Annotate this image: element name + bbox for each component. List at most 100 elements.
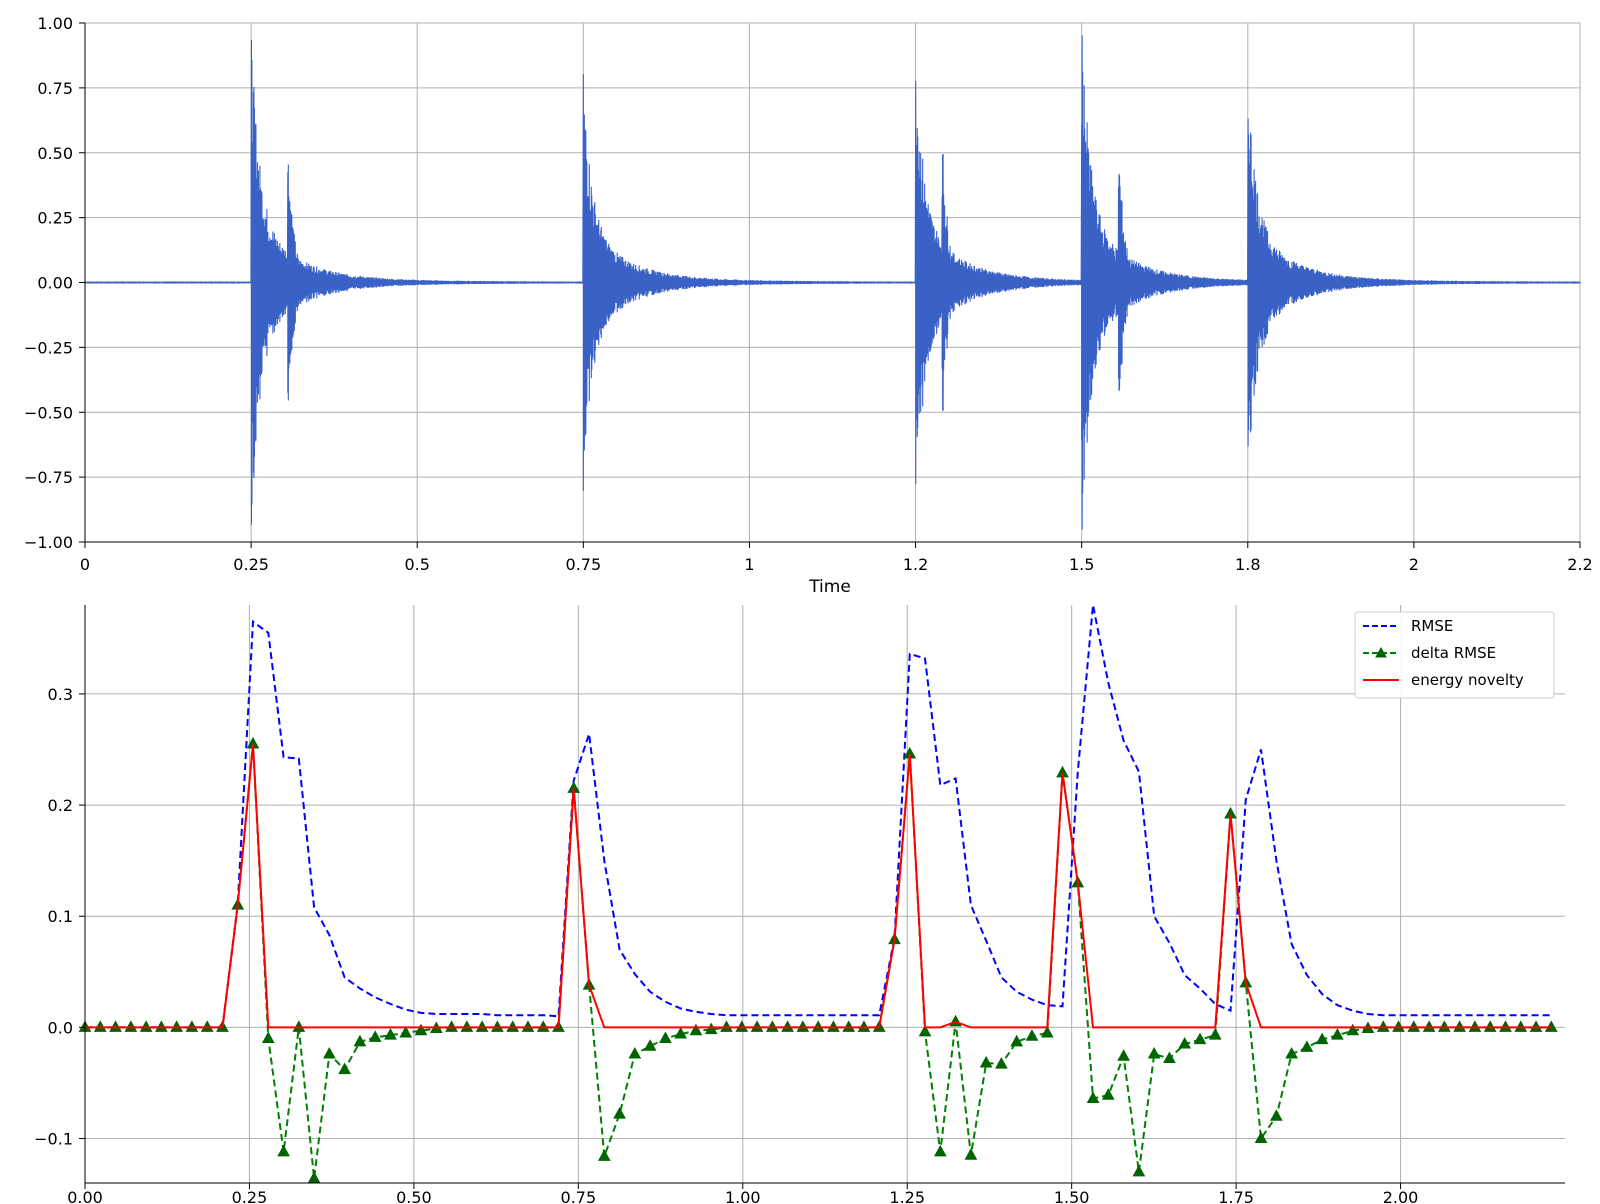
novelty-y-tick-label: −0.1: [34, 1130, 73, 1149]
delta-rmse-point: [1270, 1109, 1283, 1121]
waveform-axes: 0 0.25 0.5 0.75 1 1.2 1.5 1.8 2 2.2 −1.00 −0.75 −0.5…: [24, 14, 1593, 574]
delta-rmse-point: [1453, 1020, 1466, 1032]
delta-rmse-point: [109, 1020, 122, 1032]
novelty-y-tick-label: 0.3: [48, 685, 73, 704]
delta-rmse-point: [170, 1020, 183, 1032]
delta-rmse-point: [1499, 1020, 1512, 1032]
delta-rmse-point: [1163, 1051, 1176, 1064]
delta-rmse-point: [613, 1107, 626, 1119]
delta-rmse-point: [811, 1020, 825, 1032]
novelty-x-tick-label: 0.25: [232, 1188, 268, 1204]
legend-delta-rmse-marker: [1375, 646, 1387, 658]
novelty-marks: [78, 604, 1558, 1184]
waveform-plot: 0 0.25 0.5 0.75 1 1.2 1.5 1.8 2 2.2 −1.00 −0.75 −0.5…: [24, 14, 1593, 597]
novelty-axes: 0.00 0.25 0.50 0.75 1.00 1.25 1.50 1.75 2.00 −0.1…: [34, 605, 1565, 1204]
waveform-y-tick-label: 0.75: [37, 79, 73, 98]
novelty-y-tick-label: 0.0: [48, 1018, 73, 1037]
delta-rmse-point: [475, 1020, 489, 1032]
delta-rmse-point: [323, 1047, 336, 1059]
delta-rmse-point: [1101, 1088, 1115, 1100]
delta-rmse-point: [842, 1020, 856, 1032]
delta-rmse-point: [185, 1020, 199, 1032]
waveform-y-tick-label: −0.25: [24, 338, 73, 357]
delta-rmse-point: [1300, 1040, 1314, 1052]
delta-rmse-point: [414, 1023, 428, 1036]
delta-rmse-point: [1529, 1020, 1543, 1032]
waveform-x-tick-label: 0.25: [233, 555, 269, 574]
delta-rmse-point: [597, 1149, 611, 1161]
novelty-x-tick-label: 1.75: [1218, 1188, 1254, 1204]
delta-rmse-point: [292, 1020, 306, 1032]
delta-rmse-point: [521, 1020, 535, 1032]
delta-rmse-point: [1392, 1020, 1405, 1032]
waveform-y-tick-label: 0.50: [37, 144, 73, 163]
novelty-x-tick-label: 0.75: [561, 1188, 597, 1204]
delta-rmse-point: [720, 1020, 733, 1032]
delta-rmse-point: [384, 1028, 397, 1040]
waveform-x-tick-label: 0.5: [404, 555, 429, 574]
waveform-y-tick-label: −1.00: [24, 533, 73, 552]
waveform-x-tick-label: 0: [80, 555, 90, 574]
delta-rmse-point: [995, 1057, 1008, 1069]
delta-rmse-point: [1132, 1164, 1146, 1177]
legend-box: [1354, 611, 1555, 699]
novelty-x-tick-label: 1.50: [1054, 1188, 1090, 1204]
novelty-x-tick-label: 1.25: [889, 1188, 925, 1204]
delta-rmse-point: [368, 1030, 382, 1042]
delta-rmse-line: [85, 743, 1552, 1179]
delta-rmse-point: [1544, 1020, 1558, 1032]
delta-rmse-point: [689, 1023, 703, 1036]
novelty-plot: 0.00 0.25 0.50 0.75 1.00 1.25 1.50 1.75 2.00 −0.1…: [34, 604, 1565, 1204]
delta-rmse-point: [460, 1020, 474, 1032]
delta-rmse-point: [918, 1024, 932, 1037]
waveform-y-tick-label: −0.75: [24, 468, 73, 487]
delta-rmse-point: [964, 1148, 978, 1160]
delta-rmse-point: [139, 1020, 153, 1032]
delta-rmse-point: [1117, 1049, 1130, 1061]
delta-rmse-point: [796, 1020, 810, 1032]
delta-rmse-point: [200, 1020, 214, 1032]
waveform-x-tick-label: 1.2: [903, 555, 928, 574]
waveform-y-tick-label: −0.50: [24, 403, 73, 422]
waveform-marks: [84, 35, 1581, 530]
delta-rmse-point: [979, 1055, 993, 1068]
delta-rmse-point: [1010, 1034, 1024, 1047]
delta-rmse-point: [93, 1020, 107, 1032]
legend-delta-rmse-label: delta RMSE: [1411, 644, 1496, 662]
waveform-x-tick-label: 1: [744, 555, 754, 574]
delta-rmse-point: [1285, 1047, 1298, 1059]
delta-rmse-point: [765, 1020, 779, 1032]
novelty-x-tick-label: 0.50: [396, 1188, 432, 1204]
delta-rmse-point: [781, 1020, 794, 1032]
waveform-x-tick-label: 2: [1409, 555, 1419, 574]
delta-rmse-point: [155, 1020, 168, 1032]
waveform-y-tick-label: 0.00: [37, 274, 73, 293]
delta-rmse-point: [353, 1034, 367, 1047]
delta-rmse-point: [735, 1020, 749, 1032]
delta-rmse-point: [1147, 1047, 1161, 1059]
delta-rmse-point: [1422, 1020, 1436, 1032]
novelty-grid: [84, 605, 1565, 1183]
delta-rmse-point: [1376, 1020, 1390, 1032]
delta-rmse-point: [445, 1020, 458, 1032]
delta-rmse-point: [307, 1171, 321, 1184]
delta-rmse-point: [277, 1144, 290, 1157]
delta-rmse-point: [1346, 1023, 1360, 1036]
novelty-y-tick-label: 0.1: [48, 907, 73, 926]
delta-rmse-point: [827, 1020, 840, 1032]
delta-rmse-point: [1438, 1020, 1451, 1032]
novelty-y-tick-label: 0.2: [48, 796, 73, 815]
legend-rmse-label: RMSE: [1411, 617, 1453, 635]
delta-rmse-point: [933, 1144, 947, 1157]
delta-rmse-point: [1514, 1020, 1528, 1032]
waveform-x-tick-label: 1.5: [1069, 555, 1094, 574]
delta-rmse-point: [857, 1020, 871, 1032]
delta-rmse-point: [491, 1020, 504, 1032]
delta-rmse-point: [1254, 1131, 1268, 1144]
delta-rmse-point: [124, 1020, 138, 1032]
delta-rmse-point: [1178, 1037, 1192, 1049]
delta-rmse-point: [1040, 1025, 1054, 1038]
delta-rmse-point: [338, 1062, 351, 1075]
waveform-x-tick-label: 1.8: [1235, 555, 1260, 574]
